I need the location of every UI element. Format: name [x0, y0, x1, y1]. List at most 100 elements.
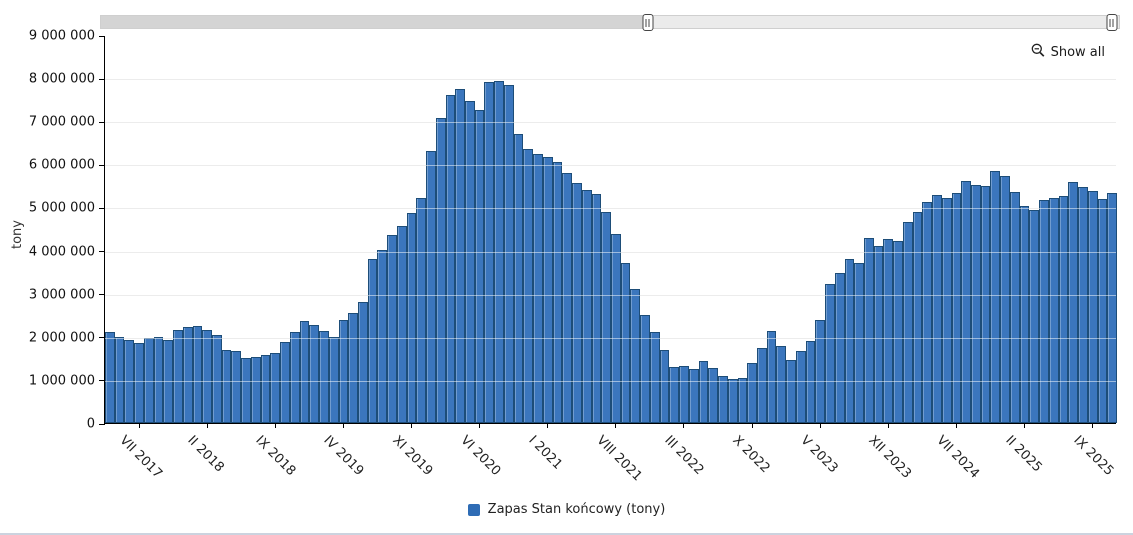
- bar-x-2018[interactable]: [280, 342, 290, 423]
- bar-vi-2024[interactable]: [942, 197, 952, 423]
- bar-v-2020[interactable]: [465, 101, 475, 423]
- bar-xi-2024[interactable]: [990, 170, 1000, 423]
- bar-ix-2021[interactable]: [621, 262, 630, 423]
- range-scrollbar-unselected-region[interactable]: [101, 16, 648, 28]
- bar-ii-2025[interactable]: [1020, 205, 1029, 423]
- bar-vi-2025[interactable]: [1059, 195, 1068, 423]
- bar-ix-2022[interactable]: [738, 377, 747, 423]
- bar-xi-2017[interactable]: [173, 330, 183, 423]
- range-scrollbar-track[interactable]: [100, 14, 1120, 31]
- bar-iv-2021[interactable]: [572, 183, 582, 423]
- bar-xii-2023[interactable]: [883, 238, 893, 423]
- bar-iv-2025[interactable]: [1039, 199, 1049, 423]
- bar-viii-2018[interactable]: [261, 354, 270, 423]
- bar-v-2025[interactable]: [1049, 197, 1059, 423]
- bar-vii-2025[interactable]: [1068, 181, 1078, 423]
- bar-vii-2019[interactable]: [368, 259, 377, 423]
- bar-iii-2021[interactable]: [562, 172, 572, 423]
- bar-iii-2022[interactable]: [679, 365, 689, 423]
- bar-iv-2019[interactable]: [339, 319, 348, 423]
- bar-viii-2024[interactable]: [961, 180, 971, 423]
- bar-iv-2018[interactable]: [222, 349, 231, 423]
- bar-ix-2019[interactable]: [387, 235, 397, 423]
- legend[interactable]: Zapas Stan końcowy (tony): [0, 502, 1133, 517]
- range-scrollbar-left-handle-icon[interactable]: [642, 14, 654, 31]
- bar-iii-2018[interactable]: [212, 334, 222, 423]
- bar-v-2023[interactable]: [815, 319, 825, 423]
- bar-xi-2021[interactable]: [640, 315, 650, 423]
- bar-i-2025[interactable]: [1010, 192, 1020, 423]
- bar-vii-2023[interactable]: [835, 272, 845, 423]
- bar-vi-2022[interactable]: [708, 367, 718, 423]
- bar-x-2023[interactable]: [864, 237, 874, 423]
- bar-iv-2020[interactable]: [455, 88, 465, 423]
- bar-xi-2022[interactable]: [757, 348, 767, 423]
- bar-xii-2024[interactable]: [1000, 176, 1010, 423]
- bar-xii-2019[interactable]: [416, 197, 426, 423]
- show-all-button[interactable]: Show all: [1031, 43, 1105, 61]
- bar-iv-2017[interactable]: [105, 331, 115, 423]
- bar-vii-2024[interactable]: [952, 193, 961, 423]
- bar-viii-2021[interactable]: [611, 234, 621, 423]
- bar-ii-2020[interactable]: [436, 118, 446, 423]
- bar-vi-2020[interactable]: [475, 110, 484, 423]
- bar-iii-2025[interactable]: [1029, 209, 1039, 423]
- bar-vi-2021[interactable]: [592, 194, 601, 423]
- bar-vii-2022[interactable]: [718, 376, 728, 423]
- bar-x-2020[interactable]: [514, 133, 523, 423]
- bar-iii-2024[interactable]: [913, 211, 922, 423]
- bar-iv-2024[interactable]: [922, 202, 932, 423]
- bar-ix-2018[interactable]: [270, 353, 280, 423]
- bar-iii-2023[interactable]: [796, 351, 806, 423]
- bar-xi-2023[interactable]: [874, 245, 883, 423]
- bar-i-2021[interactable]: [543, 156, 553, 423]
- bar-iii-2019[interactable]: [329, 337, 339, 423]
- bar-v-2017[interactable]: [115, 336, 124, 423]
- bar-v-2024[interactable]: [932, 194, 942, 423]
- bar-viii-2019[interactable]: [377, 249, 387, 423]
- bar-iv-2023[interactable]: [806, 341, 815, 423]
- bar-x-2024[interactable]: [981, 185, 990, 423]
- bar-xii-2021[interactable]: [650, 332, 660, 423]
- range-scrollbar-right-handle-icon[interactable]: [1106, 14, 1118, 31]
- bar-v-2022[interactable]: [699, 361, 708, 423]
- bar-ii-2018[interactable]: [202, 329, 212, 423]
- bar-xi-2018[interactable]: [290, 332, 300, 423]
- bar-i-2022[interactable]: [660, 350, 669, 423]
- bar-v-2018[interactable]: [231, 350, 241, 423]
- bar-ix-2017[interactable]: [154, 336, 163, 423]
- bar-vii-2021[interactable]: [601, 211, 611, 423]
- bar-ii-2024[interactable]: [903, 221, 913, 423]
- bar-xii-2020[interactable]: [533, 154, 543, 423]
- bar-xi-2019[interactable]: [407, 212, 416, 423]
- bar-xii-2018[interactable]: [300, 321, 309, 423]
- bar-x-2022[interactable]: [747, 362, 757, 423]
- bar-i-2024[interactable]: [893, 241, 903, 423]
- bar-i-2023[interactable]: [776, 346, 786, 423]
- bar-vi-2023[interactable]: [825, 284, 835, 423]
- bar-ix-2025[interactable]: [1088, 191, 1098, 423]
- bar-xii-2017[interactable]: [183, 327, 193, 423]
- bar-ix-2020[interactable]: [504, 85, 514, 423]
- bar-i-2018[interactable]: [193, 325, 202, 423]
- bar-ix-2023[interactable]: [854, 262, 864, 423]
- bar-x-2021[interactable]: [630, 288, 640, 423]
- bar-i-2020[interactable]: [426, 150, 436, 423]
- bar-ii-2022[interactable]: [669, 366, 679, 423]
- bar-viii-2025[interactable]: [1078, 186, 1088, 423]
- bar-x-2019[interactable]: [397, 225, 407, 423]
- bar-xii-2022[interactable]: [767, 331, 776, 423]
- bar-ii-2023[interactable]: [786, 359, 796, 423]
- bar-xi-2020[interactable]: [523, 148, 533, 423]
- bar-i-2019[interactable]: [309, 324, 319, 423]
- bar-viii-2023[interactable]: [845, 259, 854, 423]
- bar-vi-2019[interactable]: [358, 301, 368, 423]
- bar-iii-2020[interactable]: [446, 95, 455, 423]
- bar-xi-2025[interactable]: [1107, 193, 1117, 423]
- bar-vii-2018[interactable]: [251, 356, 261, 423]
- bar-ix-2024[interactable]: [971, 185, 981, 423]
- bar-viii-2022[interactable]: [728, 379, 738, 423]
- bar-v-2021[interactable]: [582, 189, 592, 423]
- bar-vii-2017[interactable]: [134, 343, 144, 423]
- bar-ii-2021[interactable]: [553, 162, 562, 423]
